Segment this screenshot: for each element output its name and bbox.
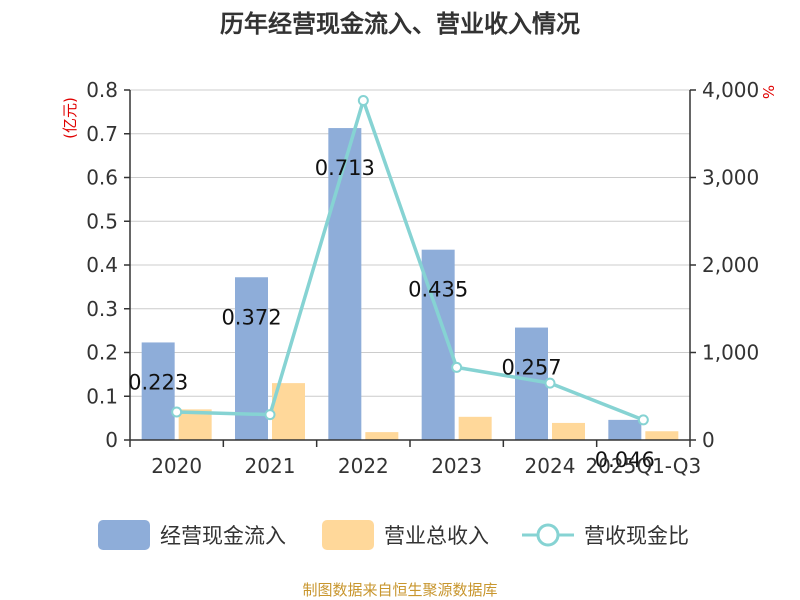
bar-cash-inflow (608, 419, 642, 440)
left-axis-unit: (亿元) (61, 97, 79, 139)
chart-title: 历年经营现金流入、营业收入情况 (220, 10, 580, 38)
legend-swatch-ratio-marker (536, 523, 560, 547)
x-tick-label: 2022 (338, 454, 389, 478)
data-label-cash-inflow: 0.435 (408, 278, 468, 302)
bar-cash-inflow (515, 327, 548, 440)
right-tick-label: 1,000 (702, 341, 759, 365)
ratio-point (451, 361, 463, 373)
ratio-point (544, 377, 556, 389)
data-label-cash-inflow: 0.257 (501, 356, 561, 380)
left-tick-label: 0.5 (86, 209, 118, 233)
left-tick-label: 0 (105, 428, 118, 452)
ratio-point (171, 406, 183, 418)
bar-cash-inflow (328, 128, 362, 440)
legend-label-revenue: 营业总收入 (384, 524, 489, 548)
bar-cash-inflow (141, 342, 175, 440)
bar-revenue (552, 422, 585, 440)
left-tick-label: 0.4 (86, 253, 118, 277)
data-labels: 0.223 0.372 0.713 0.435 0.257 0.046 (128, 156, 655, 472)
left-tick-label: 0.6 (86, 166, 118, 190)
ratio-point (264, 409, 276, 421)
right-tick-label: 2,000 (702, 253, 759, 277)
bar-revenue (365, 432, 399, 440)
right-axis: 0 1,000 2,000 3,000 4,000 (689, 78, 759, 452)
bar-revenue (458, 416, 492, 440)
x-tick-label: 2025Q1-Q3 (585, 454, 701, 478)
data-label-cash-inflow: 0.372 (221, 305, 281, 329)
x-axis: 2020 2021 2022 2023 2024 2025Q1-Q3 (129, 439, 701, 478)
x-tick-label: 2020 (151, 454, 202, 478)
source-note: 制图数据来自恒生聚源数据库 (302, 581, 497, 599)
x-tick-label: 2021 (245, 454, 296, 478)
data-label-cash-inflow: 0.046 (595, 448, 655, 472)
right-axis-unit: % (759, 85, 777, 99)
ratio-point (357, 95, 369, 106)
left-axis: 0 0.1 0.2 0.3 0.4 0.5 0.6 0.7 0.8 (86, 78, 131, 452)
bars (141, 128, 679, 440)
data-label-cash-inflow: 0.713 (315, 156, 375, 180)
bar-revenue (645, 431, 679, 440)
legend-label-cash-inflow: 经营现金流入 (160, 524, 286, 548)
ratio-line-path (176, 98, 644, 422)
ratio-point (637, 414, 649, 426)
legend-swatch-revenue (322, 520, 374, 550)
right-tick-label: 3,000 (702, 166, 759, 190)
left-tick-label: 0.3 (86, 297, 118, 321)
left-tick-label: 0.7 (86, 122, 118, 146)
gridlines (130, 89, 690, 441)
right-tick-label: 0 (702, 428, 715, 452)
left-tick-label: 0.8 (86, 78, 118, 102)
x-tick-label: 2023 (431, 454, 482, 478)
legend: 经营现金流入 营业总收入 营收现金比 (98, 520, 689, 550)
legend-swatch-cash-inflow (98, 520, 150, 550)
left-tick-label: 0.2 (86, 341, 118, 365)
left-tick-label: 0.1 (86, 384, 118, 408)
legend-label-ratio: 营收现金比 (584, 524, 689, 548)
x-tick-label: 2024 (525, 454, 576, 478)
right-tick-label: 4,000 (702, 78, 759, 102)
ratio-line (171, 95, 649, 426)
data-label-cash-inflow: 0.223 (128, 370, 188, 394)
